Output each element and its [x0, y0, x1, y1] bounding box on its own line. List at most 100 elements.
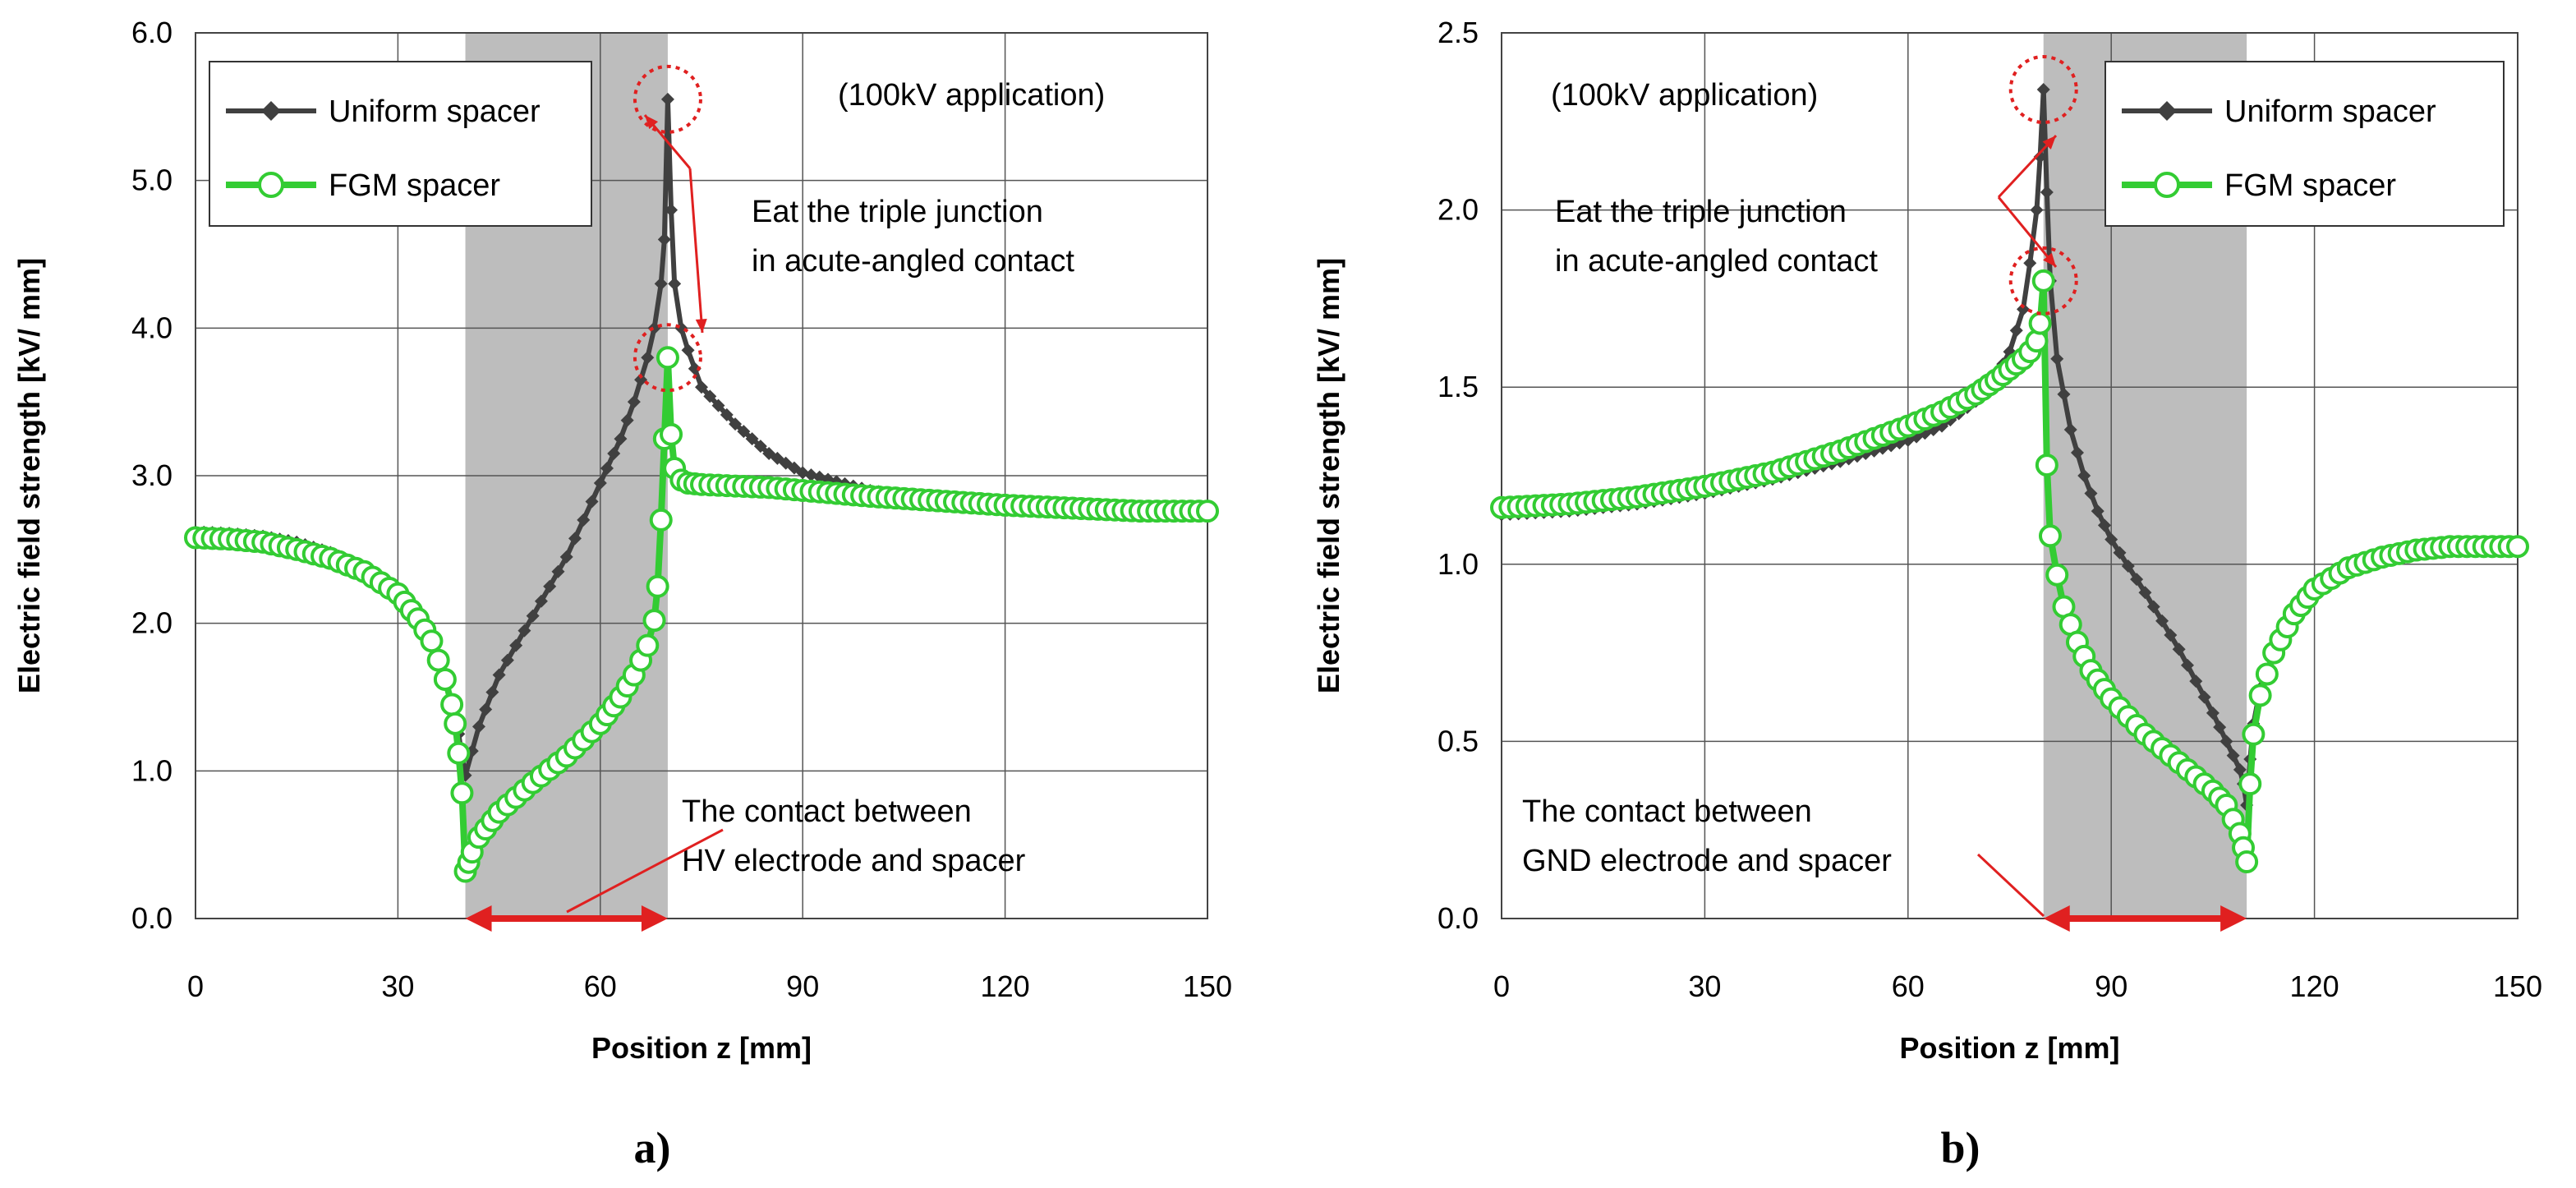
x-tick-label: 120	[981, 969, 1030, 1003]
data-point	[444, 711, 467, 735]
data-point	[2104, 532, 2118, 546]
data-point	[509, 638, 523, 652]
data-point	[2255, 662, 2279, 686]
data-point	[620, 413, 634, 427]
annotation-arrow	[1997, 134, 2058, 199]
data-point	[2050, 352, 2064, 366]
data-point	[2070, 445, 2084, 459]
legend-marker	[2157, 101, 2177, 121]
data-point	[614, 432, 628, 446]
x-tick-label: 0	[187, 969, 204, 1003]
data-point	[472, 720, 485, 734]
y-tick-label: 2.0	[131, 606, 172, 640]
peak-circle	[632, 323, 702, 393]
data-point	[762, 447, 776, 461]
contact-pointer-line	[1976, 853, 2045, 918]
annotation-contact-line2: HV electrode and spacer	[682, 844, 1026, 878]
data-point	[543, 579, 557, 593]
panel-label: a)	[634, 1123, 671, 1172]
y-tick-label: 3.0	[131, 458, 172, 492]
chart-a: 0 30 60 90 120 150 0.0 1.0 2.0 3.0 4.0 5.0 6.0 Unifor…	[12, 16, 1232, 1172]
contact-arrowhead-right	[641, 905, 668, 932]
x-tick-label: 60	[584, 969, 617, 1003]
series-fgm	[184, 346, 1219, 883]
data-point	[641, 351, 655, 365]
y-tick-label: 2.5	[1438, 16, 1479, 49]
data-point	[2213, 721, 2227, 734]
legend-box	[2104, 61, 2505, 227]
contact-pointer-line	[566, 828, 724, 914]
data-point	[1196, 500, 1219, 523]
y-tick-label: 0.0	[131, 901, 172, 935]
data-point	[660, 92, 674, 106]
data-point	[2121, 559, 2135, 573]
data-point	[646, 574, 669, 598]
data-point	[568, 532, 582, 546]
data-point	[660, 422, 683, 446]
data-point	[2031, 269, 2055, 292]
legend-label: FGM spacer	[2224, 168, 2396, 203]
data-point	[500, 653, 514, 667]
data-point	[654, 277, 668, 291]
panel-b: 0 30 60 90 120 150 0.0 0.5 1.0 1.5 2.0 2.5 Uniform s…	[1288, 0, 2576, 1188]
data-point	[492, 668, 506, 682]
data-point	[737, 425, 751, 439]
legend-marker	[258, 172, 284, 198]
legend-box	[209, 61, 592, 227]
annotation-eat-line1: Eat the triple junction	[1555, 195, 1847, 229]
data-point	[534, 594, 548, 608]
data-point	[770, 451, 784, 465]
data-point	[703, 389, 717, 403]
x-tick-label: 90	[2095, 969, 2128, 1003]
data-point	[518, 624, 531, 638]
annotation-arrow	[688, 168, 704, 334]
annotation-eat-line2: in acute-angled contact	[752, 244, 1074, 279]
annotation-eat-line2: in acute-angled contact	[1555, 244, 1878, 279]
y-tick-label: 5.0	[131, 163, 172, 197]
annotation-arrowhead	[645, 115, 659, 130]
data-point	[485, 685, 499, 699]
data-point	[607, 447, 621, 461]
data-point	[2242, 722, 2266, 746]
y-tick-label: 1.0	[1438, 547, 1479, 581]
data-point	[787, 461, 801, 475]
data-point	[2040, 186, 2054, 200]
data-point	[440, 693, 464, 716]
peak-circle	[2008, 246, 2078, 315]
y-tick-label: 1.0	[131, 753, 172, 787]
data-point	[2138, 586, 2152, 600]
data-point	[779, 456, 793, 470]
y-axis-title: Electric field strength [kV/ mm]	[12, 258, 46, 693]
x-axis-title: Position z [mm]	[1900, 1031, 2120, 1065]
data-point	[2009, 324, 2023, 338]
data-point	[2155, 614, 2169, 628]
data-point	[2220, 734, 2233, 748]
data-point	[2206, 706, 2220, 720]
data-point	[2028, 311, 2052, 335]
data-point	[665, 203, 678, 217]
data-point	[2235, 850, 2259, 874]
y-tick-label: 6.0	[131, 16, 172, 49]
x-tick-label: 30	[1688, 969, 1721, 1003]
y-axis-title: Electric field strength [kV/ mm]	[1312, 258, 1346, 693]
data-point	[2091, 504, 2104, 518]
data-point	[447, 741, 471, 765]
data-point	[674, 321, 688, 335]
data-point	[745, 432, 759, 446]
data-point	[2233, 762, 2247, 776]
data-point	[2035, 454, 2058, 477]
annotation-contact-line1: The contact between	[682, 794, 972, 829]
data-point	[753, 440, 767, 454]
data-point	[2189, 675, 2203, 688]
annotation-eat-line1: Eat the triple junction	[752, 195, 1043, 229]
data-point	[2113, 546, 2127, 559]
data-point	[426, 648, 450, 672]
data-point	[2033, 150, 2047, 163]
x-tick-label: 150	[1183, 969, 1232, 1003]
data-point	[649, 508, 673, 532]
annotation-arrowhead	[2043, 252, 2056, 267]
data-point	[2226, 748, 2240, 762]
legend-label: FGM spacer	[329, 168, 500, 203]
data-point	[2097, 518, 2111, 532]
data-point	[433, 667, 457, 691]
